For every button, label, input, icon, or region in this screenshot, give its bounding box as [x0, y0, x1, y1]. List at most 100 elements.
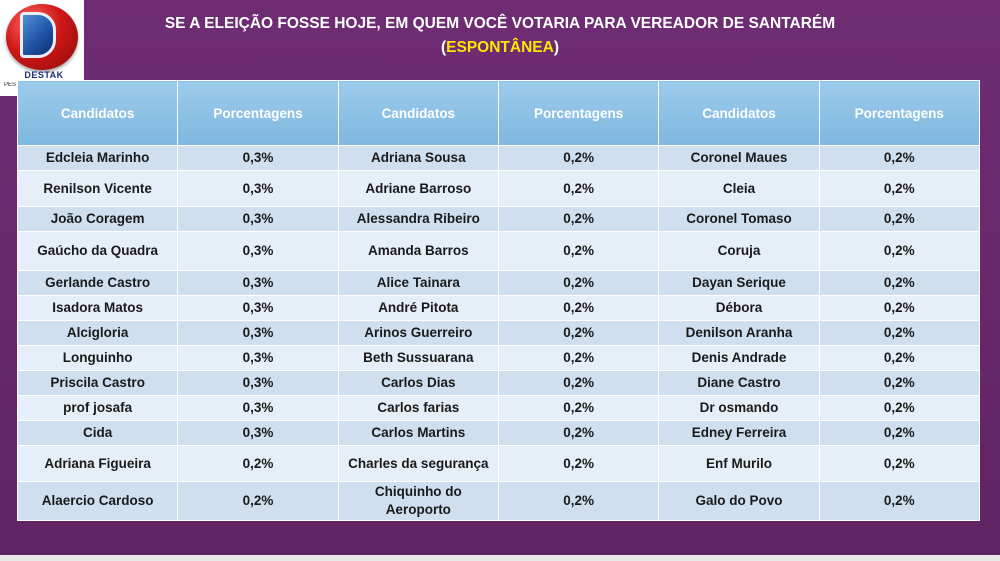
- table-body: Edcleia Marinho 0,3% Adriana Sousa 0,2% …: [16, 145, 980, 521]
- candidate-name: Coronel Tomaso: [658, 206, 820, 232]
- candidate-name: Dayan Serique: [658, 270, 820, 296]
- candidate-name: Isadora Matos: [16, 295, 179, 321]
- table-row: Priscila Castro 0,3% Carlos Dias 0,2% Di…: [16, 370, 980, 396]
- candidate-name: Arinos Guerreiro: [337, 320, 499, 346]
- candidate-percentage: 0,3%: [177, 370, 339, 396]
- candidate-name: Alcigloria: [16, 320, 179, 346]
- candidate-name: Priscila Castro: [16, 370, 179, 396]
- candidate-name: Adriana Figueira: [16, 445, 179, 482]
- candidate-name: Chiquinho do Aeroporto: [337, 481, 499, 521]
- candidate-name: Coruja: [658, 231, 820, 271]
- candidate-percentage: 0,3%: [177, 295, 339, 321]
- candidate-name: Alessandra Ribeiro: [337, 206, 499, 232]
- candidate-percentage: 0,2%: [497, 420, 660, 446]
- logo-text: DESTAK: [24, 70, 64, 80]
- table-row: João Coragem 0,3% Alessandra Ribeiro 0,2…: [16, 206, 980, 232]
- candidate-percentage: 0,2%: [818, 145, 980, 171]
- candidate-name: Adriana Sousa: [337, 145, 499, 171]
- candidate-percentage: 0,2%: [497, 170, 660, 207]
- candidate-name: Denilson Aranha: [658, 320, 820, 346]
- title-highlight: ESPONTÂNEA: [446, 39, 554, 56]
- candidate-percentage: 0,3%: [177, 420, 339, 446]
- candidate-percentage: 0,2%: [497, 481, 660, 521]
- candidate-percentage: 0,2%: [497, 395, 660, 421]
- candidate-percentage: 0,2%: [818, 170, 980, 207]
- candidate-percentage: 0,3%: [177, 231, 339, 271]
- candidate-percentage: 0,2%: [497, 320, 660, 346]
- candidate-name: Beth Sussuarana: [337, 345, 499, 371]
- candidate-name: Débora: [658, 295, 820, 321]
- candidate-percentage: 0,2%: [818, 320, 980, 346]
- header-candidatos-1: Candidatos: [16, 80, 179, 146]
- header-porcentagens-1: Porcentagens: [177, 80, 339, 146]
- destak-logo: DESTAK PES: [0, 0, 84, 96]
- candidate-percentage: 0,3%: [177, 170, 339, 207]
- candidate-percentage: 0,3%: [177, 270, 339, 296]
- candidate-percentage: 0,2%: [177, 481, 339, 521]
- table-row: Alcigloria 0,3% Arinos Guerreiro 0,2% De…: [16, 320, 980, 346]
- candidate-percentage: 0,3%: [177, 320, 339, 346]
- candidate-percentage: 0,2%: [818, 395, 980, 421]
- candidate-percentage: 0,2%: [177, 445, 339, 482]
- candidate-name: Amanda Barros: [337, 231, 499, 271]
- candidate-name: Alice Tainara: [337, 270, 499, 296]
- candidate-name: Edcleia Marinho: [16, 145, 179, 171]
- candidate-name: Galo do Povo: [658, 481, 820, 521]
- table-row: Edcleia Marinho 0,3% Adriana Sousa 0,2% …: [16, 145, 980, 171]
- candidate-name: Alaercio Cardoso: [16, 481, 179, 521]
- candidate-percentage: 0,2%: [497, 345, 660, 371]
- title-line-2: (ESPONTÂNEA): [90, 36, 910, 60]
- candidate-percentage: 0,2%: [818, 270, 980, 296]
- page-title: SE A ELEIÇÃO FOSSE HOJE, EM QUEM VOCÊ VO…: [90, 12, 910, 60]
- candidate-name: Cleia: [658, 170, 820, 207]
- candidate-percentage: 0,2%: [818, 370, 980, 396]
- candidate-name: Carlos farias: [337, 395, 499, 421]
- candidate-name: André Pitota: [337, 295, 499, 321]
- candidate-name: prof josafa: [16, 395, 179, 421]
- header-porcentagens-3: Porcentagens: [818, 80, 980, 146]
- title-open-paren: (: [441, 39, 447, 56]
- candidate-percentage: 0,2%: [818, 345, 980, 371]
- candidate-percentage: 0,2%: [497, 231, 660, 271]
- candidate-percentage: 0,2%: [497, 270, 660, 296]
- candidate-percentage: 0,3%: [177, 345, 339, 371]
- candidate-name: Dr osmando: [658, 395, 820, 421]
- candidate-name: Carlos Martins: [337, 420, 499, 446]
- candidate-name: Edney Ferreira: [658, 420, 820, 446]
- candidate-percentage: 0,2%: [497, 445, 660, 482]
- candidate-percentage: 0,2%: [818, 481, 980, 521]
- candidate-name: Gerlande Castro: [16, 270, 179, 296]
- table-row: Renilson Vicente 0,3% Adriane Barroso 0,…: [16, 170, 980, 207]
- bottom-strip: [0, 555, 1000, 561]
- candidate-percentage: 0,2%: [818, 420, 980, 446]
- header-candidatos-3: Candidatos: [658, 80, 820, 146]
- candidate-percentage: 0,2%: [818, 206, 980, 232]
- candidate-percentage: 0,3%: [177, 395, 339, 421]
- table-header-row: Candidatos Porcentagens Candidatos Porce…: [16, 80, 980, 146]
- results-table: Candidatos Porcentagens Candidatos Porce…: [16, 80, 980, 521]
- title-line-1: SE A ELEIÇÃO FOSSE HOJE, EM QUEM VOCÊ VO…: [164, 15, 836, 32]
- title-close-paren: ): [553, 39, 559, 56]
- results-table-container: Candidatos Porcentagens Candidatos Porce…: [16, 80, 980, 521]
- table-row: Gaúcho da Quadra 0,3% Amanda Barros 0,2%…: [16, 231, 980, 271]
- candidate-percentage: 0,2%: [818, 445, 980, 482]
- table-row: Cida 0,3% Carlos Martins 0,2% Edney Ferr…: [16, 420, 980, 446]
- candidate-percentage: 0,2%: [818, 231, 980, 271]
- logo-subtext: PES: [4, 82, 17, 88]
- candidate-name: Longuinho: [16, 345, 179, 371]
- candidate-name: Denis Andrade: [658, 345, 820, 371]
- candidate-percentage: 0,2%: [497, 295, 660, 321]
- candidate-percentage: 0,3%: [177, 145, 339, 171]
- candidate-name: Cida: [16, 420, 179, 446]
- candidate-name: Gaúcho da Quadra: [16, 231, 179, 271]
- table-row: Gerlande Castro 0,3% Alice Tainara 0,2% …: [16, 270, 980, 296]
- candidate-name: Renilson Vicente: [16, 170, 179, 207]
- candidate-percentage: 0,2%: [497, 370, 660, 396]
- table-row: Isadora Matos 0,3% André Pitota 0,2% Déb…: [16, 295, 980, 321]
- candidate-name: Carlos Dias: [337, 370, 499, 396]
- logo-letter-d-icon: [20, 12, 56, 58]
- table-row: Longuinho 0,3% Beth Sussuarana 0,2% Deni…: [16, 345, 980, 371]
- candidate-name: Enf Murilo: [658, 445, 820, 482]
- table-row: prof josafa 0,3% Carlos farias 0,2% Dr o…: [16, 395, 980, 421]
- candidate-name: Charles da segurança: [337, 445, 499, 482]
